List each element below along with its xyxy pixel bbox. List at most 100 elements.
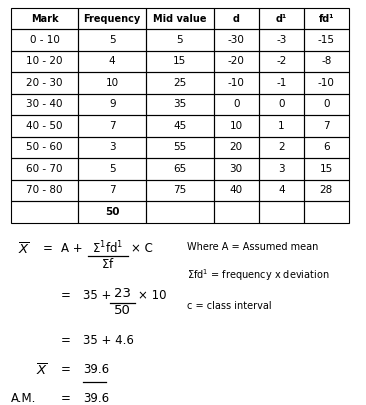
Text: 65: 65 — [173, 164, 186, 174]
Text: 5: 5 — [109, 164, 116, 174]
Bar — [11, 136, 78, 158]
Text: 10 - 20: 10 - 20 — [26, 56, 63, 66]
Text: 50: 50 — [114, 304, 131, 317]
Text: -20: -20 — [228, 56, 244, 66]
Text: × 10: × 10 — [138, 289, 167, 302]
Bar — [304, 51, 349, 72]
Bar — [304, 94, 349, 115]
Bar — [214, 136, 259, 158]
Bar — [78, 115, 146, 136]
Text: 39.6: 39.6 — [83, 363, 109, 376]
Text: 60 - 70: 60 - 70 — [26, 164, 63, 174]
Bar — [214, 158, 259, 179]
Text: =: = — [61, 392, 71, 405]
Bar — [259, 201, 304, 223]
Bar — [214, 8, 259, 29]
Text: 50 - 60: 50 - 60 — [26, 143, 63, 152]
Bar — [259, 29, 304, 51]
Text: -3: -3 — [276, 35, 287, 45]
Text: c = class interval: c = class interval — [187, 301, 272, 311]
Bar — [304, 158, 349, 179]
Text: 15: 15 — [320, 164, 333, 174]
Bar — [259, 51, 304, 72]
Text: d: d — [233, 13, 240, 23]
Bar — [214, 201, 259, 223]
Bar — [214, 72, 259, 94]
Text: 4: 4 — [109, 56, 116, 66]
Bar — [78, 179, 146, 201]
Text: 7: 7 — [109, 121, 116, 131]
Bar — [11, 201, 78, 223]
Bar — [78, 51, 146, 72]
Bar — [146, 94, 214, 115]
Text: $\Sigma^{1}$fd$^{1}$: $\Sigma^{1}$fd$^{1}$ — [92, 240, 124, 257]
Text: =: = — [61, 289, 71, 302]
Text: 40 - 50: 40 - 50 — [26, 121, 63, 131]
Bar — [78, 201, 146, 223]
Text: 2: 2 — [278, 143, 284, 152]
Text: 10: 10 — [106, 78, 119, 88]
Text: Mid value: Mid value — [153, 13, 206, 23]
Text: 30: 30 — [229, 164, 243, 174]
Text: 50: 50 — [105, 207, 119, 217]
Bar — [11, 179, 78, 201]
Bar — [11, 72, 78, 94]
Bar — [304, 179, 349, 201]
Text: A.M.: A.M. — [11, 392, 36, 405]
Bar — [259, 94, 304, 115]
Text: 0: 0 — [323, 100, 329, 109]
Text: 9: 9 — [109, 100, 116, 109]
Text: 39.6: 39.6 — [83, 392, 109, 405]
Text: 15: 15 — [173, 56, 186, 66]
Bar — [146, 29, 214, 51]
Text: -8: -8 — [321, 56, 332, 66]
Bar — [304, 201, 349, 223]
Text: 0 - 10: 0 - 10 — [30, 35, 60, 45]
Bar — [146, 115, 214, 136]
Bar — [146, 201, 214, 223]
Text: 0: 0 — [278, 100, 284, 109]
Text: -15: -15 — [318, 35, 335, 45]
Text: 28: 28 — [320, 185, 333, 195]
Bar — [304, 115, 349, 136]
Text: 0: 0 — [233, 100, 239, 109]
Text: -2: -2 — [276, 56, 287, 66]
Bar — [78, 158, 146, 179]
Text: 5: 5 — [109, 35, 116, 45]
Text: 7: 7 — [323, 121, 330, 131]
Text: 20: 20 — [229, 143, 243, 152]
Bar — [214, 115, 259, 136]
Text: =: = — [61, 363, 71, 376]
Text: 55: 55 — [173, 143, 186, 152]
Bar — [214, 29, 259, 51]
Bar — [146, 51, 214, 72]
Bar — [11, 51, 78, 72]
Text: 30 - 40: 30 - 40 — [26, 100, 63, 109]
Bar — [11, 8, 78, 29]
Text: -10: -10 — [228, 78, 244, 88]
Bar — [78, 136, 146, 158]
Text: 4: 4 — [278, 185, 284, 195]
Bar — [259, 8, 304, 29]
Bar — [78, 72, 146, 94]
Text: Frequency: Frequency — [83, 13, 141, 23]
Bar — [304, 136, 349, 158]
Text: 25: 25 — [173, 78, 186, 88]
Text: -30: -30 — [228, 35, 244, 45]
Bar — [304, 29, 349, 51]
Bar — [146, 72, 214, 94]
Text: 75: 75 — [173, 185, 186, 195]
Bar — [11, 158, 78, 179]
Text: $\overline{X}$: $\overline{X}$ — [18, 242, 30, 258]
Text: Where A = Assumed mean: Where A = Assumed mean — [187, 242, 318, 252]
Bar — [214, 179, 259, 201]
Text: × C: × C — [131, 242, 153, 255]
Bar — [259, 179, 304, 201]
Text: 70 - 80: 70 - 80 — [26, 185, 63, 195]
Text: A +: A + — [61, 242, 83, 255]
Text: Mark: Mark — [31, 13, 59, 23]
Text: 7: 7 — [109, 185, 116, 195]
Text: $\Sigma$f: $\Sigma$f — [101, 257, 115, 271]
Text: =: = — [43, 242, 53, 255]
Bar — [304, 72, 349, 94]
